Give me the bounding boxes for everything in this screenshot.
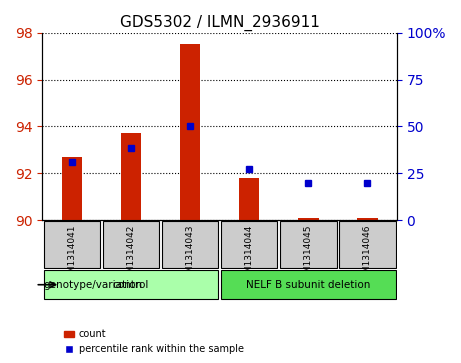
- Bar: [239, 178, 260, 220]
- Text: genotype/variation: genotype/variation: [44, 280, 143, 290]
- Bar: [180, 44, 201, 220]
- Text: control: control: [113, 280, 149, 290]
- FancyBboxPatch shape: [339, 221, 396, 268]
- Bar: [121, 134, 142, 220]
- Bar: [298, 218, 319, 220]
- FancyBboxPatch shape: [44, 221, 100, 268]
- Bar: [62, 157, 83, 220]
- Text: GSM1314041: GSM1314041: [67, 224, 77, 285]
- FancyBboxPatch shape: [280, 221, 337, 268]
- FancyBboxPatch shape: [162, 221, 219, 268]
- Text: GSM1314044: GSM1314044: [245, 224, 254, 285]
- Text: GSM1314046: GSM1314046: [363, 224, 372, 285]
- Text: GSM1314045: GSM1314045: [304, 224, 313, 285]
- Title: GDS5302 / ILMN_2936911: GDS5302 / ILMN_2936911: [120, 15, 319, 31]
- Text: GSM1314042: GSM1314042: [127, 224, 136, 285]
- Text: NELF B subunit deletion: NELF B subunit deletion: [246, 280, 370, 290]
- Bar: [357, 218, 378, 220]
- FancyBboxPatch shape: [103, 221, 160, 268]
- FancyBboxPatch shape: [44, 270, 219, 299]
- FancyBboxPatch shape: [221, 270, 396, 299]
- FancyBboxPatch shape: [221, 221, 278, 268]
- Legend: count, percentile rank within the sample: count, percentile rank within the sample: [60, 326, 248, 358]
- Text: GSM1314043: GSM1314043: [186, 224, 195, 285]
